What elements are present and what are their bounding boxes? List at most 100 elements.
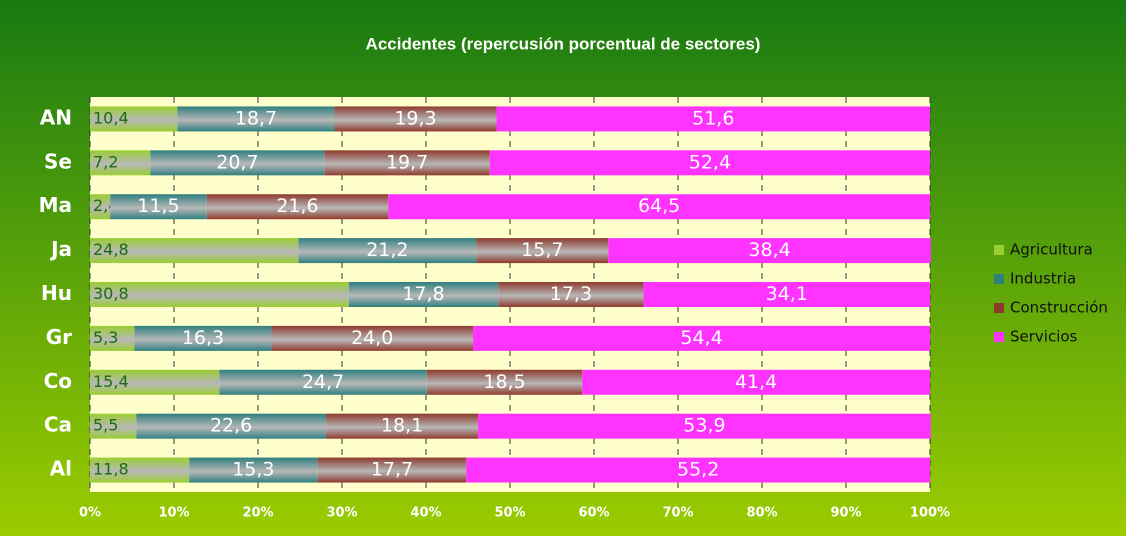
bar-segment — [496, 106, 930, 132]
data-label: 54,4 — [680, 327, 722, 349]
data-label: 22,6 — [210, 415, 252, 437]
bar-segment — [189, 457, 318, 483]
bar-segment — [348, 282, 499, 307]
legend-label: Construcción — [1010, 299, 1108, 317]
data-label: 17,3 — [550, 283, 592, 305]
data-label: 51,6 — [692, 107, 734, 129]
bar-segment — [466, 457, 930, 483]
y-tick-label: Ca — [44, 413, 72, 437]
data-label: 30,8 — [93, 284, 129, 303]
bar-segment — [643, 282, 930, 307]
legend-swatch — [994, 274, 1004, 284]
bar-segment — [489, 150, 930, 176]
data-label: 11,8 — [93, 460, 129, 479]
x-tick-label: 80% — [746, 506, 777, 521]
legend-swatch — [994, 303, 1004, 313]
legend-label: Agricultura — [1010, 241, 1093, 259]
y-tick-label: Gr — [46, 325, 72, 349]
bar-segment — [90, 194, 111, 220]
data-label: 5,5 — [93, 416, 118, 435]
bar-segment — [498, 282, 644, 307]
x-tick-label: 60% — [578, 506, 609, 521]
bar-segment — [324, 150, 490, 176]
bar-segment — [90, 150, 151, 176]
x-tick-label: 40% — [410, 506, 441, 521]
data-label: 38,4 — [748, 239, 790, 261]
data-label: 19,7 — [386, 151, 428, 173]
data-label: 18,7 — [235, 107, 277, 129]
y-tick-label: Hu — [41, 281, 72, 305]
data-label: 15,4 — [93, 372, 129, 391]
bar-segment — [271, 325, 474, 351]
data-label: 18,5 — [483, 371, 525, 393]
data-label: 21,2 — [366, 239, 408, 261]
y-tick-label: Se — [44, 149, 72, 173]
x-tick-label: 50% — [494, 506, 525, 521]
data-label: 15,3 — [232, 459, 274, 481]
bar-segment — [582, 369, 930, 395]
bar-segment — [426, 369, 583, 395]
data-label: 17,8 — [402, 283, 444, 305]
legend-label: Servicios — [1010, 328, 1078, 346]
bar-segment — [388, 194, 930, 220]
data-label: 11,5 — [137, 195, 179, 217]
data-label: 16,3 — [182, 327, 224, 349]
bar-segment — [136, 413, 327, 439]
data-label: 17,7 — [371, 459, 413, 481]
data-label: 20,7 — [216, 151, 258, 173]
data-label: 53,9 — [683, 415, 725, 437]
data-label: 15,7 — [521, 239, 563, 261]
x-tick-label: 10% — [158, 506, 189, 521]
x-tick-label: 30% — [326, 506, 357, 521]
legend-label: Industria — [1010, 270, 1076, 288]
bar-segment — [298, 238, 477, 264]
y-tick-label: Ja — [49, 237, 72, 261]
bar-segment — [473, 325, 930, 351]
data-label: 24,7 — [302, 371, 344, 393]
data-label: 41,4 — [735, 371, 777, 393]
y-tick-label: Ma — [39, 193, 72, 217]
x-tick-label: 20% — [242, 506, 273, 521]
y-tick-label: Al — [50, 457, 72, 481]
data-label: 19,3 — [394, 107, 436, 129]
data-label: 18,1 — [381, 415, 423, 437]
bar-segment — [150, 150, 325, 176]
data-label: 52,4 — [689, 151, 731, 173]
bar-segment — [334, 106, 497, 132]
data-label: 34,1 — [766, 283, 808, 305]
bar-segment — [90, 106, 178, 132]
bar-segment — [90, 413, 137, 439]
bar-segment — [90, 238, 299, 264]
bar-segment — [478, 413, 931, 439]
data-label: 10,4 — [93, 108, 129, 127]
bar-segment — [90, 369, 220, 395]
x-tick-label: 0% — [79, 506, 101, 521]
data-label: 64,5 — [638, 195, 680, 217]
bar-segment — [326, 413, 479, 439]
bar-segment — [90, 325, 135, 351]
data-label: 7,2 — [93, 152, 118, 171]
bar-segment — [134, 325, 272, 351]
data-label: 5,3 — [93, 328, 118, 347]
data-label: 21,6 — [276, 195, 318, 217]
bar-segment — [608, 238, 931, 264]
x-tick-label: 70% — [662, 506, 693, 521]
bar-segment — [476, 238, 609, 264]
data-label: 55,2 — [677, 459, 719, 481]
bar-segment — [206, 194, 389, 220]
data-label: 24,0 — [351, 327, 393, 349]
bar-segment — [177, 106, 335, 132]
x-tick-label: 90% — [830, 506, 861, 521]
bar-segment — [90, 282, 349, 307]
legend-swatch — [994, 332, 1004, 342]
y-tick-label: AN — [40, 105, 72, 129]
chart-title: Accidentes (repercusión porcentual de se… — [366, 34, 761, 53]
bar-segment — [219, 369, 427, 395]
data-label: 24,8 — [93, 240, 129, 259]
bar-segment — [90, 457, 190, 483]
x-tick-label: 100% — [910, 506, 950, 521]
bar-segment — [317, 457, 467, 483]
bar-segment — [110, 194, 207, 220]
legend-swatch — [994, 245, 1004, 255]
